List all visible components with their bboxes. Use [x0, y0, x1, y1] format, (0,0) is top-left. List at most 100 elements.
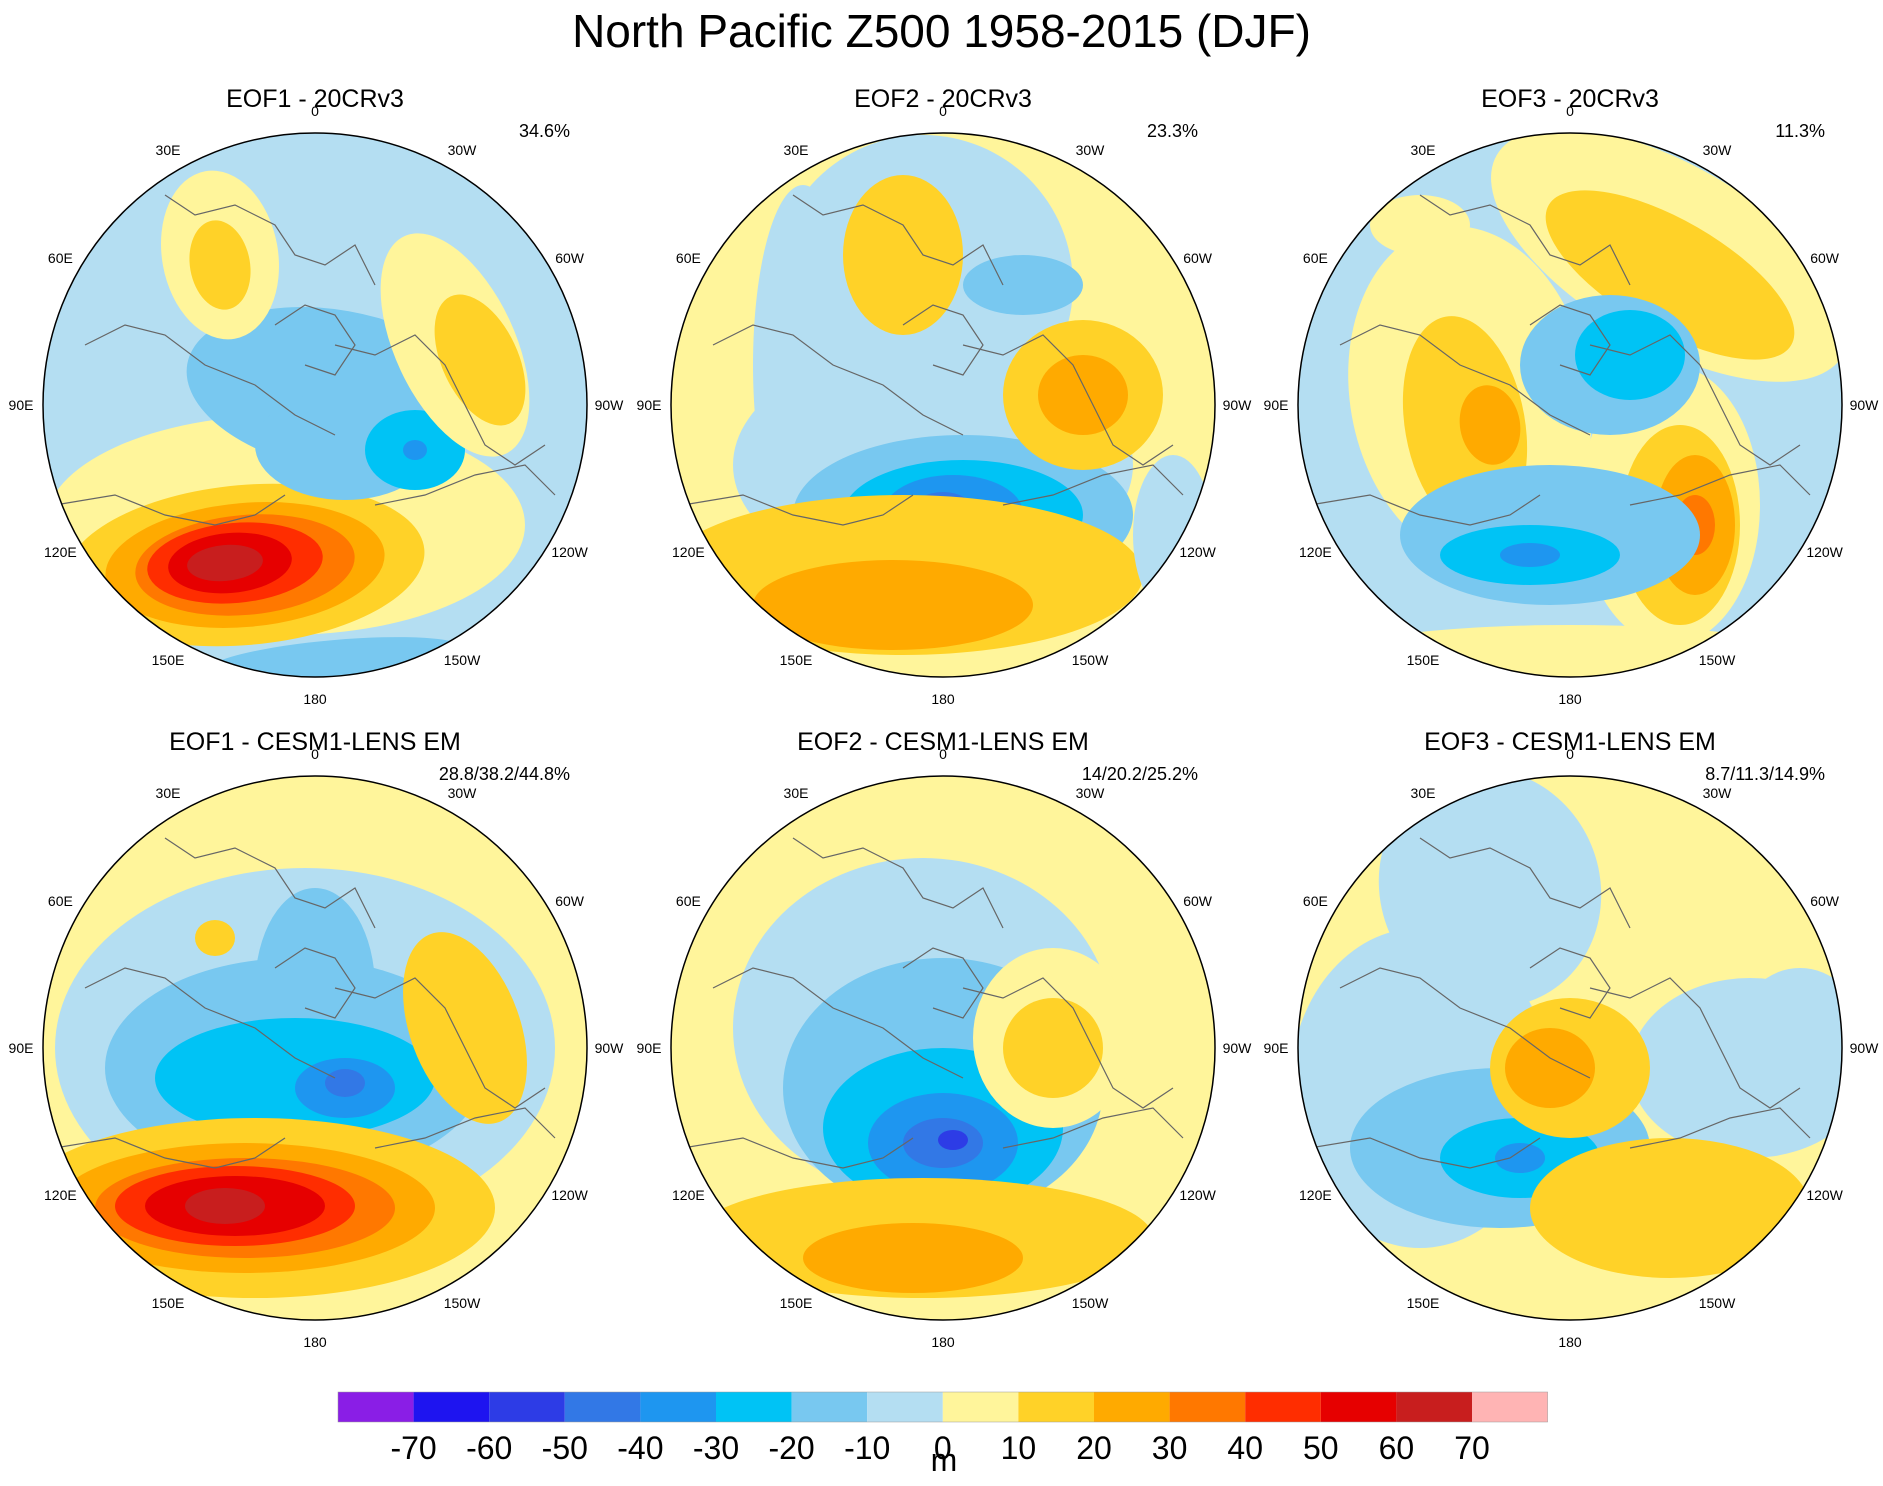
colorbar-box — [1094, 1392, 1170, 1422]
coastline — [1419, 837, 1631, 929]
longitude-label: 30W — [1702, 142, 1732, 159]
polar-map — [42, 775, 588, 1321]
longitude-label: 90E — [8, 397, 34, 413]
panel-title: EOF2 - CESM1-LENS EM — [797, 728, 1089, 756]
coastline — [902, 947, 984, 1019]
longitude-label: 60E — [1302, 250, 1328, 266]
colorbar-tick-label: -60 — [466, 1430, 513, 1466]
colorbar-box — [1472, 1392, 1548, 1422]
variance-explained: 28.8/38.2/44.8% — [438, 764, 570, 784]
longitude-label: 180 — [303, 1334, 327, 1350]
coastline — [164, 837, 376, 929]
longitude-label: 60W — [1183, 250, 1213, 266]
longitude-label: 180 — [1558, 1334, 1582, 1350]
contour-region — [1133, 455, 1213, 615]
longitude-label: 60E — [675, 250, 701, 266]
longitude-label: 120E — [44, 544, 77, 560]
colorbar-box — [640, 1392, 716, 1422]
longitude-label: 150E — [779, 1294, 813, 1311]
coastline — [1529, 304, 1611, 376]
contour-region — [403, 440, 427, 460]
longitude-label: 150E — [779, 651, 813, 668]
longitude-label: 120W — [1806, 1187, 1843, 1203]
longitude-label: 30W — [1075, 142, 1105, 159]
longitude-label: 180 — [931, 1334, 955, 1350]
colorbar-tick-label: 40 — [1227, 1430, 1263, 1466]
contour-region — [1505, 1028, 1595, 1108]
longitude-label: 90W — [1849, 1040, 1879, 1056]
polar-map — [1297, 132, 1843, 678]
colorbar-box — [564, 1392, 641, 1422]
longitude-label: 90E — [1263, 1040, 1289, 1056]
longitude-label: 30W — [1702, 785, 1732, 802]
contour-region — [1500, 543, 1560, 567]
colorbar-tick-label: 20 — [1076, 1430, 1112, 1466]
colorbar-box — [1320, 1392, 1397, 1422]
coastline — [84, 324, 336, 436]
longitude-label: 150W — [443, 651, 481, 668]
coastline — [1339, 324, 1591, 436]
longitude-label: 150W — [1698, 1294, 1736, 1311]
contour-region — [1320, 625, 1820, 677]
contour-region — [434, 294, 526, 426]
contour-region — [325, 1069, 365, 1097]
contour-region — [1740, 968, 1842, 1088]
colorbar-unit: m — [930, 1442, 958, 1478]
colorbar-tick-label: -30 — [692, 1430, 740, 1466]
colorbar-tick-label: -50 — [541, 1430, 588, 1466]
colorbar-box — [1245, 1392, 1321, 1422]
longitude-label: 30W — [1075, 785, 1105, 802]
longitude-label: 150W — [1698, 651, 1736, 668]
longitude-label: 90E — [636, 397, 662, 413]
longitude-label: 30E — [155, 785, 181, 802]
panel-title: EOF1 - CESM1-LENS EM — [169, 728, 461, 756]
colorbar-box — [791, 1392, 868, 1422]
panel-title: EOF3 - CESM1-LENS EM — [1424, 728, 1716, 756]
colorbar-tick-label: 70 — [1454, 1430, 1490, 1466]
longitude-label: 120W — [1179, 1187, 1216, 1203]
coastline — [1002, 1107, 1184, 1149]
coastline — [374, 1107, 556, 1149]
longitude-label: 180 — [303, 691, 327, 707]
colorbar-box — [1396, 1392, 1472, 1422]
longitude-label: 0 — [1566, 746, 1574, 762]
longitude-label: 150E — [151, 1294, 185, 1311]
longitude-label: 60W — [1810, 893, 1840, 909]
contour-region — [938, 1130, 968, 1150]
coastline — [1589, 334, 1801, 466]
longitude-label: 0 — [311, 746, 319, 762]
coastline — [682, 494, 914, 526]
map-border — [1297, 775, 1843, 1321]
polar-map — [670, 775, 1216, 1321]
contour-region — [753, 560, 1033, 650]
longitude-label: 0 — [939, 103, 947, 119]
longitude-label: 120W — [551, 544, 588, 560]
map-border — [42, 132, 588, 678]
map-border — [42, 775, 588, 1321]
panel-title: EOF3 - 20CRv3 — [1481, 85, 1659, 113]
contour-region — [963, 255, 1083, 315]
colorbar-box — [1169, 1392, 1246, 1422]
colorbar-tick-label: 50 — [1303, 1430, 1339, 1466]
contour-region — [843, 175, 963, 335]
variance-explained: 34.6% — [518, 121, 570, 141]
longitude-label: 180 — [1558, 691, 1582, 707]
longitude-label: 120W — [551, 1187, 588, 1203]
longitude-label: 90W — [1222, 397, 1252, 413]
contour-region — [185, 1188, 265, 1224]
coastline — [164, 194, 376, 286]
coastline — [682, 1137, 914, 1169]
coastline — [374, 464, 556, 506]
polar-map — [42, 132, 588, 678]
contour-region — [1370, 195, 1470, 255]
contour-region — [1459, 385, 1521, 465]
figure-title: North Pacific Z500 1958-2015 (DJF) — [572, 5, 1311, 57]
longitude-label: 60E — [47, 250, 73, 266]
polar-map — [1297, 775, 1843, 1321]
coastline — [1309, 494, 1541, 526]
colorbar-tick-label: 0 — [933, 1430, 952, 1466]
colorbar-tick-label: 10 — [1000, 1430, 1037, 1466]
colorbar-tick-label: -10 — [844, 1430, 891, 1466]
longitude-label: 120W — [1806, 544, 1843, 560]
colorbar-box — [867, 1392, 943, 1422]
